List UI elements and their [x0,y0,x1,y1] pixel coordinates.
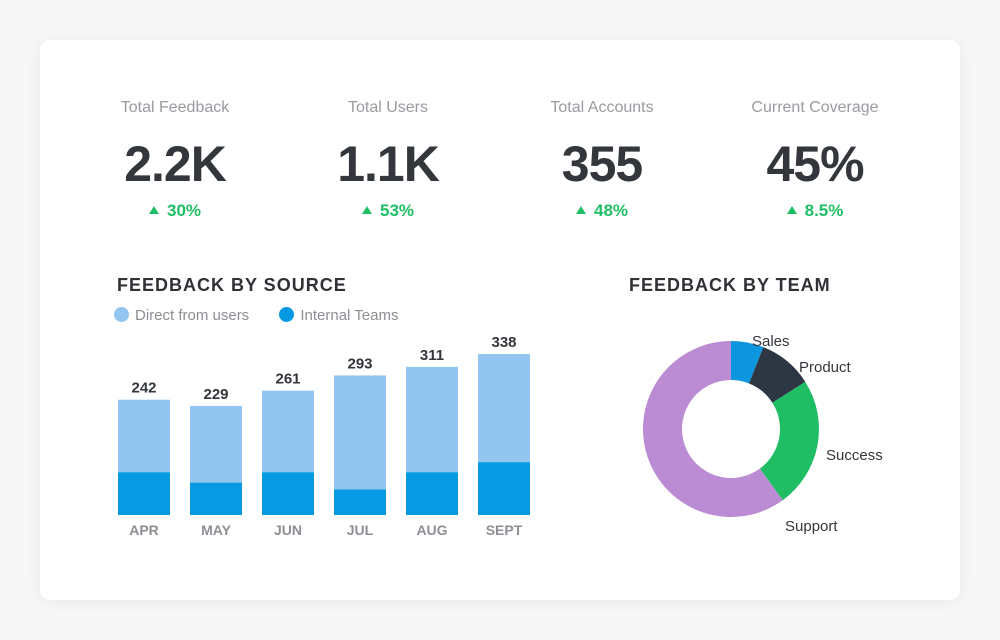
kpi-change-value: 8.5% [804,201,844,220]
x-tick-label: AUG [416,522,447,538]
bar-jul-direct [334,375,386,490]
bar-total-label: 242 [131,380,156,397]
bar-apr-direct [118,399,170,473]
bar-chart-legend: Direct from users Internal Teams [114,307,424,324]
kpi-change-value: 30% [166,201,202,220]
bar-jun-direct [262,390,314,473]
x-tick-label: JUL [347,522,374,538]
kpi-label: Total Users [347,99,429,116]
legend-item-internal: Internal Teams [279,307,398,324]
kpi-current-coverage: Current Coverage 45% 8.5% [705,98,925,222]
slice-label-sales: Sales [752,333,790,350]
kpi-change: 48% [492,200,712,222]
up-arrow-icon [361,206,372,214]
kpi-total-accounts: Total Accounts 355 48% [492,98,712,222]
x-tick-label: APR [129,522,159,538]
donut-chart: Sales Product Success Support [643,333,883,535]
dashboard-card: Total Feedback 2.2K 30% Total Users 1.1K… [40,40,960,600]
x-tick-label: MAY [201,522,231,538]
legend-swatch-internal [279,307,295,322]
kpi-value: 355 [561,136,643,192]
bar-aug-internal [406,472,458,515]
slice-success [759,381,819,501]
up-arrow-icon [786,206,797,214]
kpi-change-value: 48% [593,201,629,220]
kpi-change: 53% [278,200,498,222]
kpi-value: 1.1K [337,136,440,192]
kpi-row: Total Feedback 2.2K 30% Total Users 1.1K… [40,98,960,238]
bar-aug-direct [406,366,458,473]
bar-jul-internal [334,489,386,515]
kpi-change: 8.5% [705,200,925,222]
bar-apr-internal [118,472,170,515]
bar-chart: 242 APR 229 MAY 261 JUN 293 JUL 311 AUG 338 SEPT [118,334,530,538]
slice-label-support: Support [785,518,838,535]
bar-may-direct [190,405,242,483]
kpi-value: 2.2K [124,136,227,192]
bar-total-label: 261 [275,371,300,388]
x-tick-label: SEPT [486,522,523,538]
legend-item-direct: Direct from users [114,307,249,324]
slice-label-success: Success [826,447,883,464]
kpi-value: 45% [766,136,864,192]
bar-jun-internal [262,472,314,515]
kpi-change: 30% [65,200,285,222]
bar-total-label: 311 [420,347,444,364]
bar-total-label: 293 [347,355,372,372]
slice-product [749,347,806,403]
feedback-by-source-title: FEEDBACK BY SOURCE [117,275,347,295]
bar-may-internal [190,482,242,515]
bar-total-label: 229 [203,386,228,403]
slice-label-product: Product [799,359,852,376]
legend-label: Internal Teams [300,307,399,324]
x-tick-label: JUN [274,522,302,538]
feedback-by-team-title: FEEDBACK BY TEAM [629,275,831,295]
legend-label: Direct from users [135,307,250,324]
slice-sales [731,341,764,384]
bar-sept-internal [478,462,530,515]
bar-total-label: 338 [491,334,516,351]
kpi-total-users: Total Users 1.1K 53% [278,98,498,222]
bar-sept-direct [478,354,530,463]
kpi-label: Current Coverage [751,99,879,116]
up-arrow-icon [148,206,159,214]
kpi-total-feedback: Total Feedback 2.2K 30% [65,98,285,222]
kpi-label: Total Feedback [120,99,230,116]
kpi-change-value: 53% [379,201,415,220]
legend-swatch-direct [114,307,129,322]
up-arrow-icon [575,206,586,214]
slice-support [643,341,783,517]
kpi-label: Total Accounts [550,99,654,116]
